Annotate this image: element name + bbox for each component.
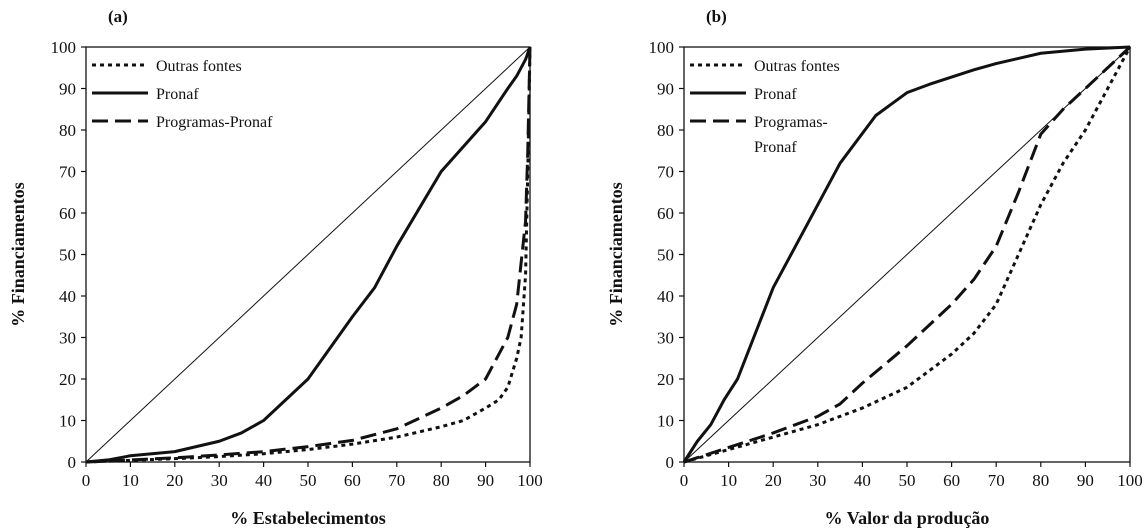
- y-axis-label: % Financiamentos: [606, 182, 626, 327]
- x-tick-label: 60: [943, 471, 960, 490]
- x-tick-label: 30: [211, 471, 228, 490]
- y-tick-label: 0: [68, 453, 77, 472]
- y-tick-label: 90: [657, 80, 674, 99]
- x-axis-label: % Valor da produção: [825, 508, 990, 528]
- legend-label: Pronaf: [156, 86, 199, 103]
- y-tick-label: 10: [59, 412, 76, 431]
- legend-label: Outras fontes: [156, 58, 242, 75]
- x-tick-label: 0: [82, 471, 91, 490]
- x-tick-label: 10: [122, 471, 139, 490]
- y-tick-label: 90: [59, 80, 76, 99]
- x-tick-label: 50: [899, 471, 916, 490]
- y-tick-label: 50: [59, 246, 76, 265]
- series-line-solid: [682, 45, 1131, 463]
- y-tick-label: 100: [51, 38, 77, 57]
- y-tick-label: 70: [59, 163, 76, 182]
- y-tick-label: 80: [657, 121, 674, 140]
- series-line-dashed: [683, 45, 1132, 464]
- y-tick-label: 100: [649, 38, 675, 57]
- legend-label: Outras fontes: [754, 58, 840, 75]
- y-tick-label: 10: [657, 412, 674, 431]
- panel-label: (b): [706, 7, 727, 26]
- legend-label: Programas-Pronaf: [156, 114, 273, 131]
- y-tick-label: 40: [59, 287, 76, 306]
- chart-panel-a: 0 10 20 30 40 50 60 70 80 90 100 0 10 20 30 40 50 60 70 80 9…: [8, 7, 543, 528]
- y-tick-label: 40: [657, 287, 674, 306]
- x-axis-label: % Estabelecimentos: [230, 508, 385, 528]
- x-tick-label: 30: [809, 471, 826, 490]
- x-tick-label: 90: [477, 471, 494, 490]
- y-tick-label: 80: [59, 121, 76, 140]
- x-tick-label: 90: [1077, 471, 1094, 490]
- series-line-dotted: [683, 46, 1132, 464]
- y-axis-label: % Financiamentos: [8, 182, 28, 327]
- x-tick-label: 40: [854, 471, 871, 490]
- y-tick-label: 50: [657, 246, 674, 265]
- legend-label: Programas-: [754, 114, 828, 131]
- equality-diagonal-line: [85, 46, 531, 463]
- y-tick-label: 20: [59, 370, 76, 389]
- x-tick-label: 100: [517, 471, 543, 490]
- y-tick-label: 30: [59, 329, 76, 348]
- y-tick-label: 0: [666, 453, 675, 472]
- x-tick-label: 80: [1032, 471, 1049, 490]
- legend-label: Pronaf: [754, 139, 797, 156]
- x-tick-label: 40: [255, 471, 272, 490]
- x-tick-label: 70: [388, 471, 405, 490]
- series-line-solid: [85, 46, 532, 464]
- series-line-dotted: [85, 46, 532, 464]
- x-tick-label: 20: [765, 471, 782, 490]
- x-tick-label: 0: [680, 471, 689, 490]
- x-tick-label: 20: [166, 471, 183, 490]
- x-tick-label: 60: [344, 471, 361, 490]
- y-tick-label: 20: [657, 370, 674, 389]
- x-tick-label: 50: [300, 471, 317, 490]
- x-tick-label: 80: [433, 471, 450, 490]
- y-tick-label: 70: [657, 163, 674, 182]
- x-tick-label: 10: [720, 471, 737, 490]
- y-tick-label: 30: [657, 329, 674, 348]
- y-tick-label: 60: [657, 204, 674, 223]
- panel-label: (a): [108, 7, 128, 26]
- x-tick-label: 70: [988, 471, 1005, 490]
- y-tick-label: 60: [59, 204, 76, 223]
- legend-label: Pronaf: [754, 86, 797, 103]
- x-tick-label: 100: [1117, 471, 1143, 490]
- chart-panel-b: 0 10 20 30 40 50 60 70 80 90 100 0 10 20 30 40 50 60 70 80 9…: [606, 7, 1143, 528]
- series-line-dashed: [85, 46, 532, 464]
